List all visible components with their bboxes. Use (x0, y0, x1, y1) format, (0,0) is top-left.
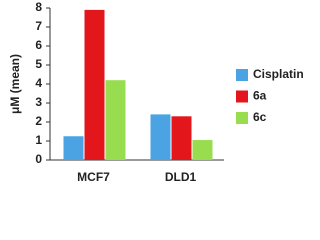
y-tick-label: 2 (35, 114, 42, 128)
y-tick-label: 3 (35, 95, 42, 109)
legend-swatch (236, 112, 248, 124)
y-tick-label: 0 (35, 152, 42, 166)
bar (192, 140, 213, 160)
legend-label: 6c (253, 110, 267, 124)
y-tick-label: 4 (35, 76, 42, 90)
y-tick-label: 5 (35, 57, 42, 71)
y-tick-label: 8 (35, 0, 42, 14)
bar (150, 114, 171, 160)
bar (105, 80, 126, 160)
x-tick-label: MCF7 (77, 170, 110, 184)
y-tick-label: 1 (35, 133, 42, 147)
bar (63, 136, 84, 160)
legend-label: 6a (253, 89, 267, 103)
y-tick-label: 6 (35, 38, 42, 52)
legend-swatch (236, 90, 248, 103)
x-tick-label: DLD1 (165, 170, 197, 184)
bar (171, 116, 192, 160)
bar (84, 9, 105, 161)
legend-swatch (236, 69, 248, 81)
chart: μM (mean) 0 1 2 3 4 5 6 7 8 MCF7 DLD1 Cisplatin 6a 6c (8, 0, 304, 184)
y-tick-label: 7 (35, 19, 42, 33)
legend-label: Cisplatin (253, 67, 304, 81)
y-axis-label: μM (mean) (8, 54, 22, 114)
